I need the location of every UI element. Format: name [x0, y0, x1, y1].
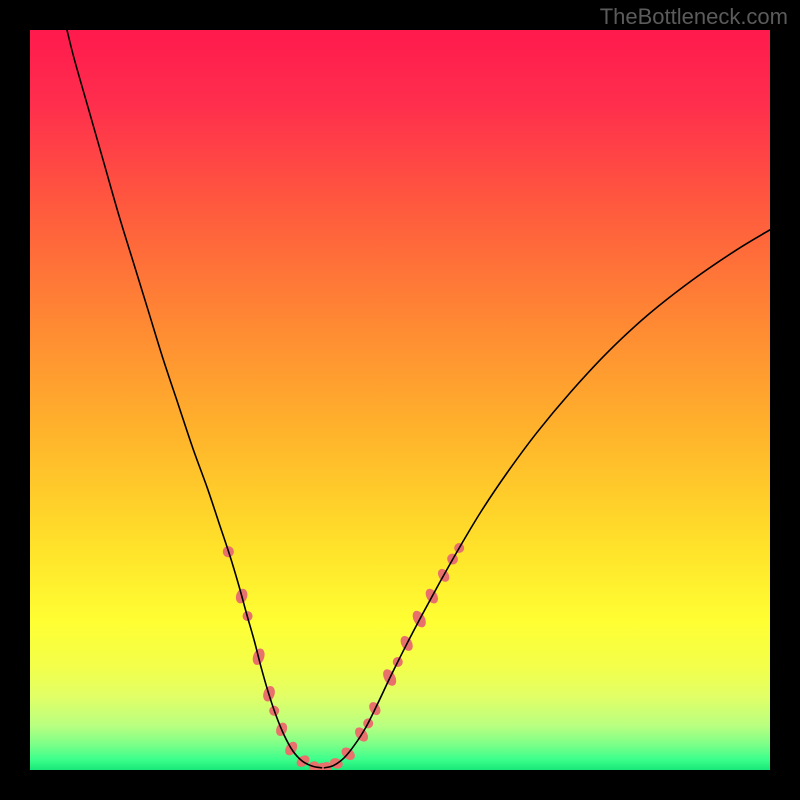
- figure-root: TheBottleneck.com: [0, 0, 800, 800]
- chart-svg: [0, 0, 800, 800]
- watermark-text: TheBottleneck.com: [600, 4, 788, 30]
